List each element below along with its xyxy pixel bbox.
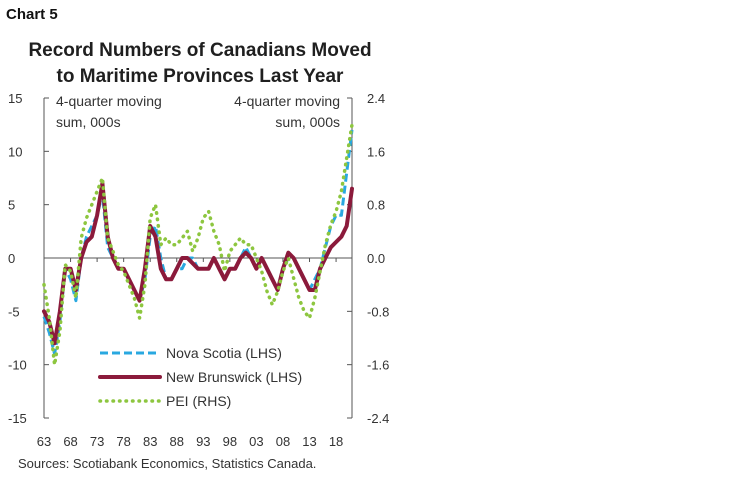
x-tick-label: 68 — [63, 434, 77, 449]
right-tick-label: 1.6 — [367, 144, 385, 159]
right-axis-title: 4-quarter moving — [234, 93, 340, 109]
left-axis-title: sum, 000s — [56, 114, 121, 130]
left-axis-title: 4-quarter moving — [56, 93, 162, 109]
left-tick-label: 0 — [8, 251, 15, 266]
legend-label: PEI (RHS) — [166, 393, 231, 409]
right-tick-label: 0.8 — [367, 198, 385, 213]
x-tick-label: 98 — [223, 434, 237, 449]
right-tick-label: 2.4 — [367, 91, 385, 106]
x-tick-label: 73 — [90, 434, 104, 449]
right-axis-title: sum, 000s — [275, 114, 340, 130]
left-tick-label: 5 — [8, 198, 15, 213]
legend-label: New Brunswick (LHS) — [166, 369, 302, 385]
right-tick-label: -0.8 — [367, 304, 389, 319]
legend-label: Nova Scotia (LHS) — [166, 345, 282, 361]
chart-title-line-1: Record Numbers of Canadians Moved — [28, 40, 372, 61]
x-tick-label: 83 — [143, 434, 157, 449]
x-tick-label: 78 — [116, 434, 130, 449]
x-tick-label: 18 — [329, 434, 343, 449]
x-tick-label: 93 — [196, 434, 210, 449]
left-tick-label: -15 — [8, 411, 27, 426]
left-tick-label: 10 — [8, 144, 22, 159]
right-tick-label: -1.6 — [367, 358, 389, 373]
series-line-new — [42, 181, 354, 346]
chart-title-line-2: to Maritime Provinces Last Year — [56, 66, 344, 87]
chart-number-label: Chart 5 — [6, 6, 58, 23]
left-tick-label: -10 — [8, 358, 27, 373]
left-tick-label: -5 — [8, 304, 20, 319]
x-tick-label: 08 — [276, 434, 290, 449]
series-line-pei — [42, 122, 354, 367]
x-tick-label: 63 — [37, 434, 51, 449]
right-tick-label: -2.4 — [367, 411, 389, 426]
source-note: Sources: Scotiabank Economics, Statistic… — [18, 456, 317, 471]
x-tick-label: 03 — [249, 434, 263, 449]
x-tick-label: 88 — [170, 434, 184, 449]
x-tick-label: 13 — [302, 434, 316, 449]
right-tick-label: 0.0 — [367, 251, 385, 266]
left-tick-label: 15 — [8, 91, 22, 106]
